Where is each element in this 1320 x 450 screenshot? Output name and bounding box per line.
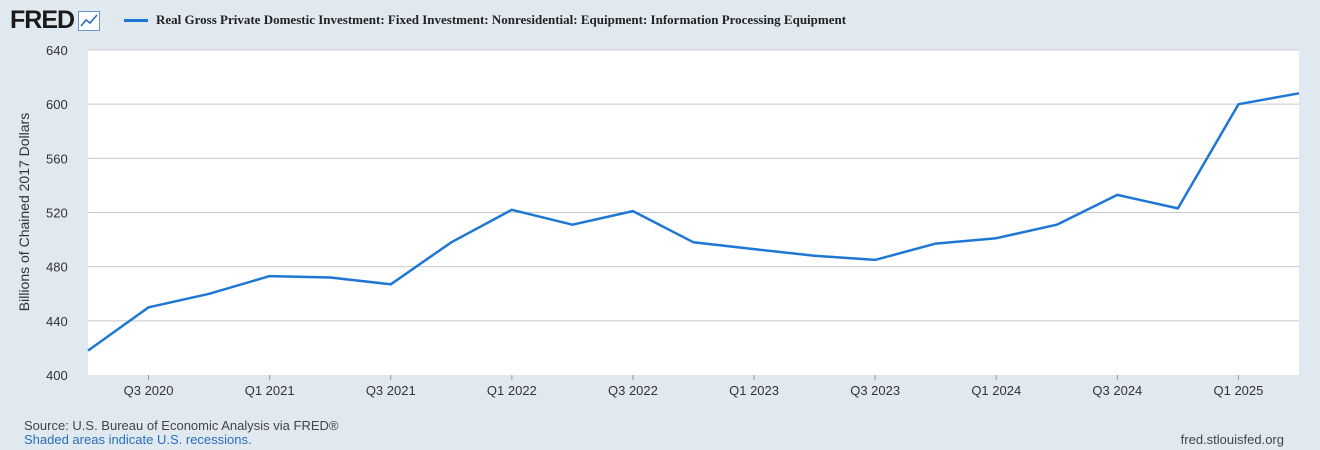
chart-legend: Real Gross Private Domestic Investment: … <box>124 12 846 28</box>
x-tick-label: Q3 2022 <box>608 383 658 398</box>
x-tick-label: Q1 2024 <box>971 383 1021 398</box>
x-axis-ticks: Q3 2020 Q1 2021 Q3 2021 Q1 2022 Q3 2022 Q1 20… <box>124 375 1264 398</box>
data-point[interactable] <box>1296 90 1302 96</box>
data-point[interactable] <box>509 207 515 213</box>
y-tick-label-520: 520 <box>46 206 68 221</box>
site-link[interactable]: fred.stlouisfed.org <box>1180 432 1284 447</box>
x-tick-label: Q1 2022 <box>487 383 537 398</box>
x-tick-label: Q3 2024 <box>1092 383 1142 398</box>
data-point[interactable] <box>933 241 939 247</box>
data-point[interactable] <box>1054 222 1060 228</box>
x-tick-label: Q1 2025 <box>1214 383 1264 398</box>
y-tick-label-600: 600 <box>46 97 68 112</box>
x-tick-label: Q3 2023 <box>850 383 900 398</box>
data-point[interactable] <box>993 235 999 241</box>
series-line-0[interactable] <box>87 92 1300 352</box>
data-point[interactable] <box>751 246 757 252</box>
legend-series-swatch <box>124 18 148 22</box>
x-tick-label: Q3 2021 <box>366 383 416 398</box>
series-layer <box>85 90 1302 354</box>
source-note: Source: U.S. Bureau of Economic Analysis… <box>24 418 339 433</box>
y-tick-label-480: 480 <box>46 260 68 275</box>
fred-logo-text: FRED <box>10 6 75 34</box>
legend-series-label: Real Gross Private Domestic Investment: … <box>156 12 847 27</box>
y-tick-label-560: 560 <box>46 151 68 166</box>
data-point[interactable] <box>267 273 273 279</box>
data-point[interactable] <box>146 304 152 310</box>
x-tick-label: Q3 2020 <box>124 383 174 398</box>
data-point[interactable] <box>1175 205 1181 211</box>
y-tick-label-640: 640 <box>46 43 68 58</box>
data-point[interactable] <box>85 348 91 354</box>
gridlines <box>88 49 1299 322</box>
data-point[interactable] <box>691 239 697 245</box>
data-point[interactable] <box>1235 101 1241 107</box>
y-axis-ticks: 400 440 480 520 560 600 640 <box>46 43 68 383</box>
data-point[interactable] <box>388 281 394 287</box>
data-point[interactable] <box>448 239 454 245</box>
data-point[interactable] <box>872 257 878 263</box>
x-tick-label: Q1 2021 <box>245 383 295 398</box>
data-point[interactable] <box>630 208 636 214</box>
data-point[interactable] <box>206 291 212 297</box>
x-tick-label: Q1 2023 <box>729 383 779 398</box>
line-graph-icon <box>78 10 101 31</box>
y-tick-label-400: 400 <box>46 368 68 383</box>
data-point[interactable] <box>327 275 333 281</box>
data-point[interactable] <box>812 253 818 259</box>
y-tick-label-440: 440 <box>46 314 68 329</box>
data-point[interactable] <box>569 222 575 228</box>
recession-note[interactable]: Shaded areas indicate U.S. recessions. <box>24 432 252 447</box>
data-point[interactable] <box>1114 192 1120 198</box>
fred-logo[interactable]: FRED <box>10 6 101 35</box>
